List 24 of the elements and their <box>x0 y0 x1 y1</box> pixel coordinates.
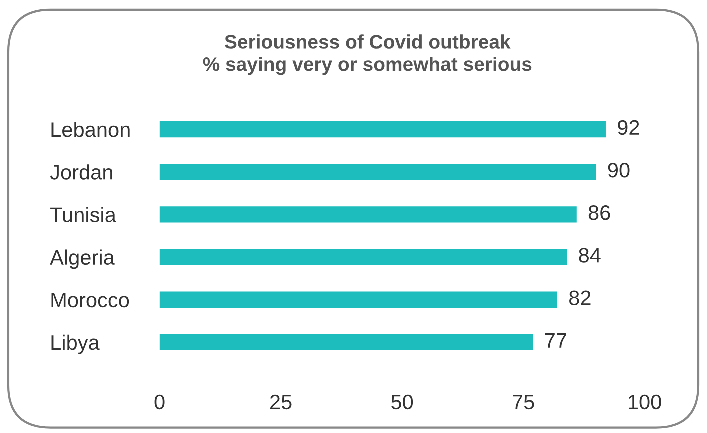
data-label: 84 <box>579 248 601 263</box>
y-tick-label: Lebanon <box>52 122 130 138</box>
x-tick-label: 100 <box>628 394 662 410</box>
y-tick-label: Tunisia <box>50 207 116 222</box>
bar <box>160 206 577 223</box>
chart-title: Seriousness of Covid outbreak % saying very or somewhat serious <box>203 34 532 76</box>
x-tick-label: 0 <box>154 394 165 410</box>
data-label: 86 <box>588 206 610 220</box>
x-tick-label: 50 <box>392 394 414 410</box>
y-tick-label: Libya <box>52 334 100 354</box>
data-label: 92 <box>618 120 640 136</box>
data-label: 90 <box>608 162 630 178</box>
bar <box>160 249 568 266</box>
bar <box>160 292 558 308</box>
x-tick-label: 25 <box>270 394 292 410</box>
data-label: 82 <box>570 290 591 306</box>
y-tick-label: Algeria <box>50 250 115 270</box>
bar <box>160 164 596 180</box>
bar <box>160 334 534 351</box>
y-tick-label: Morocco <box>52 293 130 308</box>
y-tick-label: Jordan <box>50 164 112 180</box>
x-tick-label: 75 <box>513 395 534 410</box>
data-label: 77 <box>545 333 566 348</box>
bar <box>160 121 606 138</box>
